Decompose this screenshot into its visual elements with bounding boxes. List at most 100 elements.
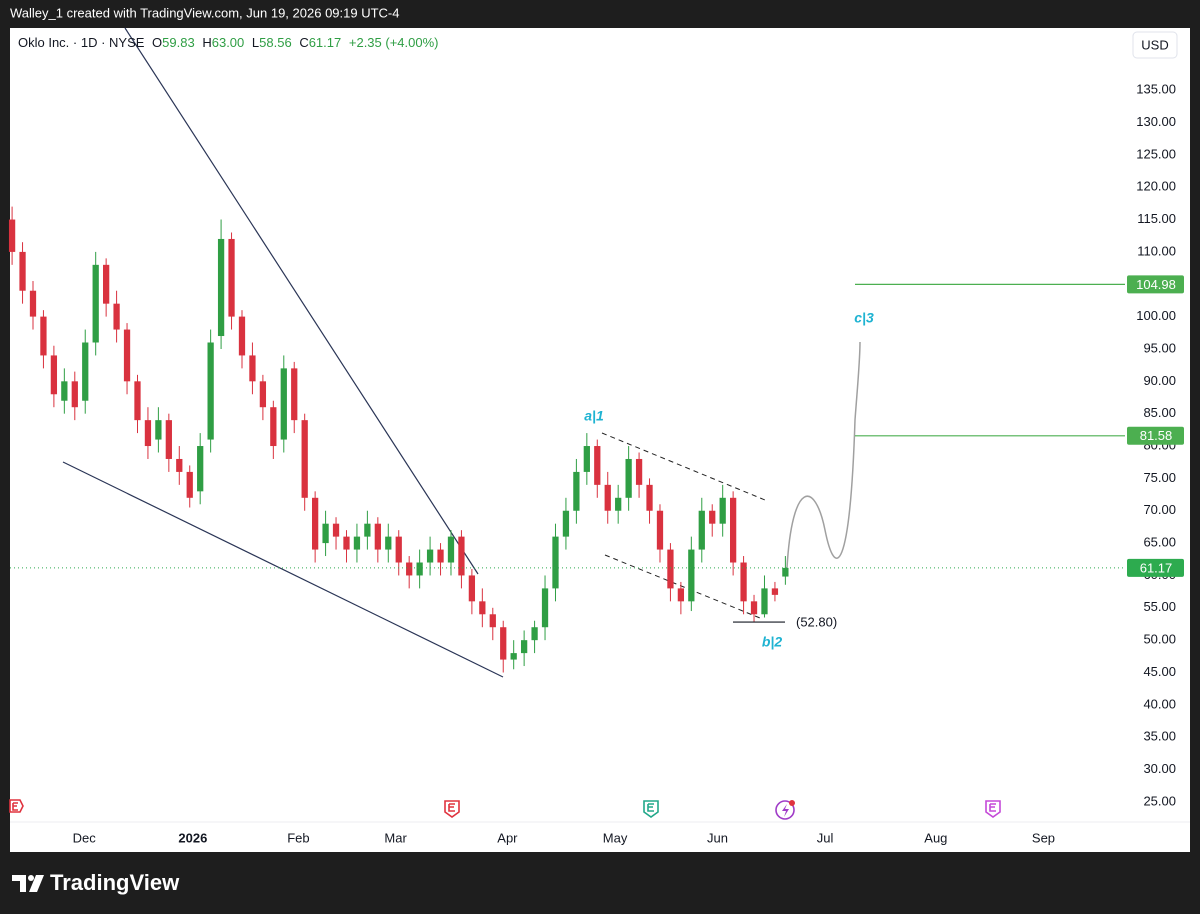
candle-body bbox=[322, 523, 329, 544]
candle-body bbox=[416, 562, 423, 576]
candle-body bbox=[332, 523, 340, 537]
brand-logo bbox=[12, 875, 44, 892]
projection-path bbox=[786, 341, 861, 569]
candle-body bbox=[709, 510, 716, 524]
event-icon bbox=[985, 800, 1001, 818]
legend-value: 59.83 bbox=[162, 35, 195, 50]
channel-line bbox=[604, 554, 761, 619]
candle-body bbox=[217, 238, 225, 337]
candle-body bbox=[625, 458, 632, 498]
candle-body bbox=[395, 536, 402, 563]
wave-label: a|1 bbox=[584, 408, 604, 424]
event-icon bbox=[444, 800, 460, 818]
x-tick-label: Apr bbox=[497, 830, 518, 845]
candle-body bbox=[228, 238, 235, 317]
event-icon bbox=[9, 799, 24, 813]
candle-body bbox=[573, 471, 580, 511]
plot: 25.0030.0035.0040.0045.0050.0055.0060.00… bbox=[8, 82, 1176, 845]
candle-body bbox=[615, 497, 622, 511]
price-tag-label: 81.58 bbox=[1140, 428, 1173, 443]
y-tick-label: 75.00 bbox=[1143, 470, 1176, 485]
candle-body bbox=[374, 523, 381, 550]
y-tick-label: 45.00 bbox=[1143, 664, 1176, 679]
candle-body bbox=[165, 420, 172, 459]
y-tick-label: 55.00 bbox=[1143, 599, 1176, 614]
candle-body bbox=[698, 510, 705, 550]
candle-body bbox=[123, 329, 131, 382]
symbol-title: Oklo Inc. · 1D · NYSE bbox=[18, 35, 145, 50]
candle-body bbox=[646, 484, 653, 511]
candle-body bbox=[583, 446, 590, 472]
candle-body bbox=[50, 355, 58, 395]
y-tick-label: 25.00 bbox=[1143, 793, 1176, 808]
candle-body bbox=[740, 562, 747, 602]
candle-body bbox=[552, 536, 559, 589]
price-tag bbox=[1127, 558, 1184, 577]
x-tick-label: Jun bbox=[707, 830, 728, 845]
y-tick-label: 30.00 bbox=[1143, 761, 1176, 776]
candle-body bbox=[29, 290, 37, 317]
y-tick-label: 35.00 bbox=[1143, 729, 1176, 744]
trend-line bbox=[62, 461, 504, 678]
candle-body bbox=[144, 420, 152, 447]
candle-body bbox=[406, 562, 413, 576]
candle-body bbox=[343, 536, 350, 550]
candle-body bbox=[782, 567, 789, 577]
event-icon bbox=[775, 800, 795, 820]
candle-body bbox=[541, 588, 549, 628]
y-tick-label: 115.00 bbox=[1137, 211, 1176, 226]
event-icon bbox=[643, 800, 659, 818]
candle-body bbox=[656, 510, 664, 550]
candle-body bbox=[458, 536, 465, 576]
candle-body bbox=[489, 614, 496, 628]
price-tag bbox=[1127, 275, 1184, 294]
candle-body bbox=[291, 368, 298, 421]
candle-body bbox=[207, 342, 214, 440]
candle-body bbox=[61, 381, 68, 401]
y-tick-label: 110.00 bbox=[1137, 243, 1176, 258]
y-tick-label: 130.00 bbox=[1136, 114, 1176, 129]
y-tick-label: 70.00 bbox=[1143, 502, 1176, 517]
candle-body bbox=[771, 588, 779, 595]
candle-body bbox=[719, 497, 726, 524]
y-tick-label: 90.00 bbox=[1143, 373, 1176, 388]
candle-body bbox=[92, 264, 99, 343]
candle-body bbox=[176, 458, 183, 472]
candle-body bbox=[312, 497, 319, 550]
legend-value: 58.56 bbox=[259, 35, 292, 50]
candle-body bbox=[280, 368, 287, 440]
y-tick-label: 95.00 bbox=[1143, 340, 1176, 355]
x-tick-label: Aug bbox=[924, 830, 947, 845]
y-tick-label: 120.00 bbox=[1136, 179, 1176, 194]
candle-body bbox=[259, 381, 267, 408]
x-tick-label: Dec bbox=[73, 830, 97, 845]
candle-body bbox=[301, 420, 308, 498]
candle-body bbox=[238, 316, 246, 356]
channel-line bbox=[601, 432, 766, 501]
candle-body bbox=[447, 536, 455, 563]
legend-key: C bbox=[299, 35, 308, 50]
candle-body bbox=[667, 549, 674, 589]
candle-body bbox=[186, 471, 193, 498]
candle-body bbox=[729, 497, 737, 563]
currency-button[interactable] bbox=[1132, 31, 1178, 59]
y-tick-label: 85.00 bbox=[1143, 405, 1176, 420]
candle-body bbox=[468, 575, 476, 602]
candle-body bbox=[635, 458, 643, 485]
legend-key: H bbox=[202, 35, 211, 50]
candle-body bbox=[71, 381, 78, 408]
wave-label: b|2 bbox=[762, 634, 782, 650]
candle-body bbox=[103, 264, 110, 304]
price-tag-label: 61.17 bbox=[1140, 560, 1173, 575]
candle-body bbox=[500, 627, 507, 660]
ohlc-legend: Oklo Inc. · 1D · NYSE O59.83 H63.00 L58.… bbox=[18, 35, 439, 50]
candle-body bbox=[479, 601, 486, 615]
wave-label: c|3 bbox=[854, 310, 874, 326]
legend-value: 61.17 bbox=[309, 35, 342, 50]
candle-body bbox=[604, 484, 611, 511]
legend-change: +2.35 (+4.00%) bbox=[349, 35, 439, 50]
candle-body bbox=[520, 640, 528, 654]
candle-body bbox=[761, 588, 768, 615]
y-tick-label: 125.00 bbox=[1136, 146, 1176, 161]
